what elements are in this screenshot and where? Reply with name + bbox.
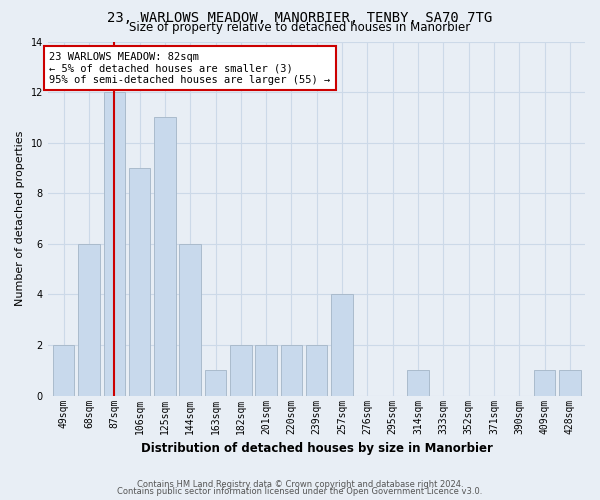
X-axis label: Distribution of detached houses by size in Manorbier: Distribution of detached houses by size … [141, 442, 493, 455]
Bar [331, 294, 353, 396]
Text: Contains HM Land Registry data © Crown copyright and database right 2024.: Contains HM Land Registry data © Crown c… [137, 480, 463, 489]
Text: Contains public sector information licensed under the Open Government Licence v3: Contains public sector information licen… [118, 487, 482, 496]
Bar [179, 244, 201, 396]
Text: 23 WARLOWS MEADOW: 82sqm
← 5% of detached houses are smaller (3)
95% of semi-det: 23 WARLOWS MEADOW: 82sqm ← 5% of detache… [49, 52, 331, 85]
Bar [281, 345, 302, 396]
Bar [256, 345, 277, 396]
Y-axis label: Number of detached properties: Number of detached properties [15, 131, 25, 306]
Bar [534, 370, 555, 396]
Bar [306, 345, 328, 396]
Bar [154, 118, 176, 396]
Bar [559, 370, 581, 396]
Text: 23, WARLOWS MEADOW, MANORBIER, TENBY, SA70 7TG: 23, WARLOWS MEADOW, MANORBIER, TENBY, SA… [107, 11, 493, 25]
Bar [129, 168, 151, 396]
Bar [407, 370, 429, 396]
Bar [53, 345, 74, 396]
Bar [205, 370, 226, 396]
Bar [78, 244, 100, 396]
Bar [104, 92, 125, 396]
Bar [230, 345, 251, 396]
Text: Size of property relative to detached houses in Manorbier: Size of property relative to detached ho… [130, 21, 470, 34]
